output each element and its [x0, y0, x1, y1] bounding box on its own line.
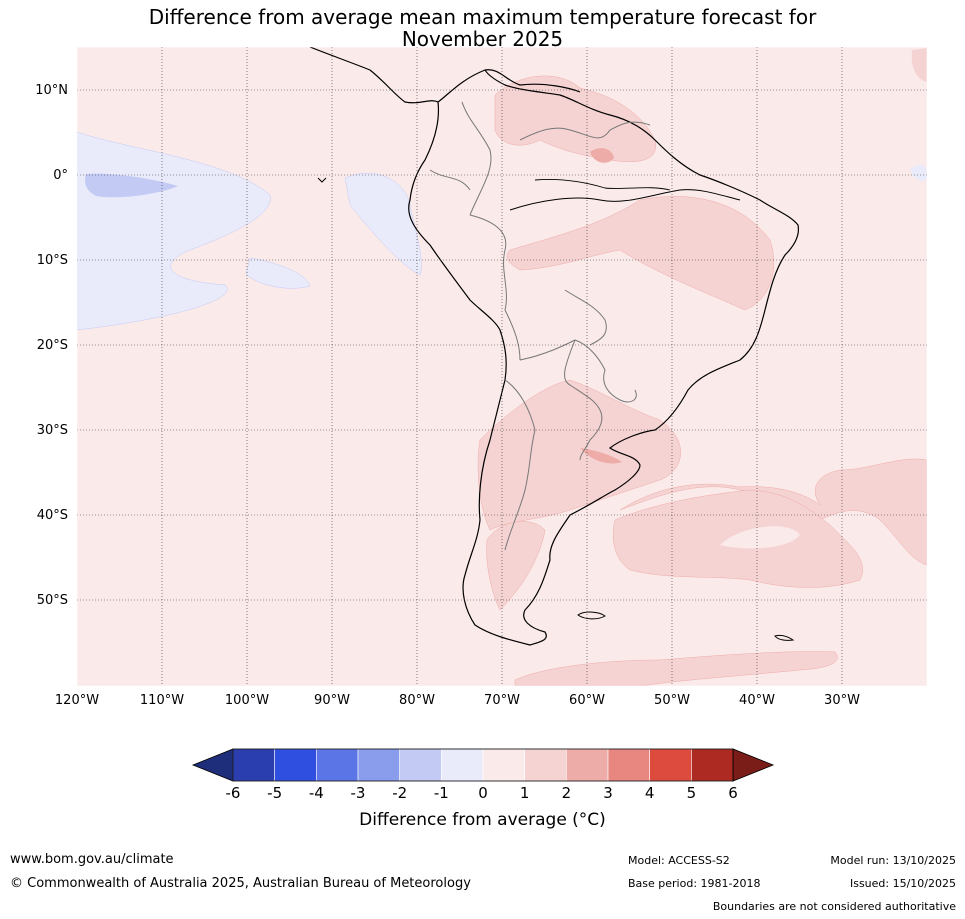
warm-region-guiana-core [590, 148, 614, 163]
lon-label-110w: 110°W [139, 693, 185, 708]
south-america-coast [408, 69, 800, 646]
lon-label-90w: 90°W [314, 693, 350, 708]
warm-region-argentina [477, 379, 681, 531]
colorbar-tick-label: -6 [225, 784, 241, 802]
colorbar-swatch [316, 748, 359, 782]
lat-label-30s: 30°S [36, 423, 68, 438]
lon-label-100w: 100°W [224, 693, 270, 708]
colorbar-swatch [232, 748, 275, 782]
colorbar-tick-label: 3 [603, 784, 613, 802]
lat-label-10n: 10°N [35, 83, 68, 98]
south-georgia [774, 635, 795, 641]
warm-region-southern-ocean [514, 651, 838, 686]
cool-region-atlantic [910, 164, 927, 182]
colorbar-swatch [691, 748, 734, 782]
colorbar-title: Difference from average (°C) [359, 810, 606, 830]
footer-model: Model: ACCESS-S2 [628, 854, 730, 867]
lon-label-50w: 50°W [654, 693, 690, 708]
footer-model-run: Model run: 13/10/2025 [830, 854, 956, 867]
lat-label-20s: 20°S [36, 338, 68, 353]
lon-label-30w: 30°W [824, 693, 860, 708]
lon-label-80w: 80°W [399, 693, 435, 708]
lat-label-10s: 10°S [36, 253, 68, 268]
warm-region-north [494, 75, 657, 163]
colorbar-tick-label: 0 [478, 784, 488, 802]
colorbar-extend-high [732, 748, 775, 782]
coastlines [309, 47, 800, 646]
footer-issued: Issued: 15/10/2025 [849, 877, 956, 890]
neutral-hole-atlantic [720, 526, 800, 549]
colorbar-swatch [524, 748, 567, 782]
colorbar-frame [232, 748, 734, 782]
map-title-line1: Difference from average mean maximum tem… [148, 5, 817, 29]
colorbar [191, 748, 775, 782]
amazon-river-north [534, 179, 671, 191]
colorbar-swatch [357, 748, 400, 782]
footer-copyright: © Commonwealth of Australia 2025, Austra… [10, 876, 471, 891]
colorbar-tick-label: -4 [308, 784, 324, 802]
colorbar-swatch [607, 748, 651, 782]
colorbar-swatch [482, 748, 525, 782]
country-borders [429, 101, 651, 551]
colorbar-tick-label: -2 [392, 784, 408, 802]
footer-disclaimer: Boundaries are not considered authoritat… [712, 900, 956, 913]
cool-region-small [245, 257, 311, 289]
map-frame [76, 46, 928, 687]
colorbar-swatch [649, 748, 692, 782]
colorbar-tick-label: -3 [350, 784, 366, 802]
lon-label-70w: 70°W [484, 693, 520, 708]
colorbar-swatch [274, 748, 317, 782]
colorbar-tick-label: 2 [561, 784, 572, 802]
cool-region-ecuador [344, 173, 422, 276]
footer-site-link[interactable]: www.bom.gov.au/climate [10, 852, 174, 867]
colorbar-swatch [441, 748, 484, 782]
colorbar-tick-label: -5 [267, 784, 283, 802]
warm-region-uruguay-core [580, 448, 622, 464]
galapagos [317, 177, 327, 183]
central-america-coast [309, 47, 581, 104]
map-title-line2: November 2025 [401, 27, 564, 51]
lon-label-120w: 120°W [54, 693, 100, 708]
cool-region-core [85, 173, 178, 198]
warm-region-northeast [911, 48, 927, 82]
colorbar-tick-label: -1 [433, 784, 449, 802]
graticule [77, 47, 927, 686]
colorbar-extend-low [191, 748, 234, 782]
lon-label-40w: 40°W [739, 693, 775, 708]
lat-label-0: 0° [53, 168, 68, 183]
falklands [577, 611, 606, 620]
colorbar-swatch [566, 748, 609, 782]
colorbar-tick-label: 1 [519, 784, 530, 802]
anomaly-shading [77, 48, 927, 686]
footer-base-period: Base period: 1981-2018 [628, 877, 761, 890]
lat-label-40s: 40°S [36, 508, 68, 523]
lat-label-50s: 50°S [36, 593, 68, 608]
warm-region-brazil [506, 196, 774, 311]
colorbar-tick-label: 4 [644, 784, 655, 802]
lon-label-60w: 60°W [569, 693, 605, 708]
warm-region-patagonia [486, 521, 546, 611]
colorbar-swatch [399, 748, 442, 782]
amazon-river [509, 189, 741, 211]
colorbar-tick-label: 6 [728, 784, 738, 802]
colorbar-tick-label: 5 [686, 784, 697, 802]
